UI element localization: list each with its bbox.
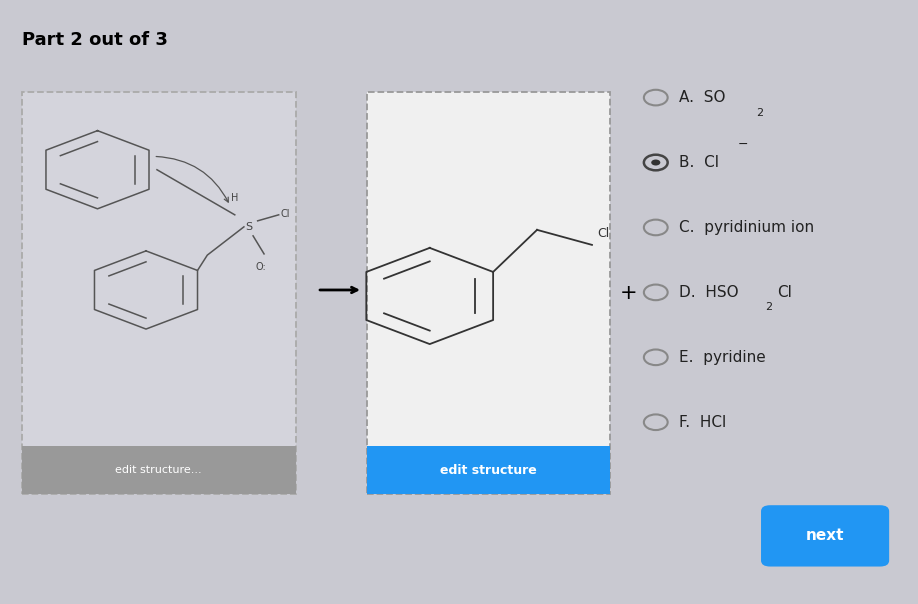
Circle shape [651,159,660,165]
Text: O:: O: [255,262,266,272]
Text: Cl: Cl [598,227,610,240]
Text: A.  SO: A. SO [678,90,725,105]
Text: 2: 2 [766,303,773,312]
FancyBboxPatch shape [367,92,610,495]
Text: F.  HCl: F. HCl [678,415,726,429]
Text: H: H [231,193,239,203]
FancyBboxPatch shape [367,446,610,495]
Text: B.  Cl: B. Cl [678,155,719,170]
Text: 2: 2 [756,108,764,118]
Text: S: S [245,222,252,232]
Text: E.  pyridine: E. pyridine [678,350,766,365]
Text: edit structure: edit structure [441,464,537,477]
FancyBboxPatch shape [21,446,297,495]
Text: Part 2 out of 3: Part 2 out of 3 [21,31,167,50]
Text: −: − [738,138,749,151]
Text: C.  pyridinium ion: C. pyridinium ion [678,220,813,235]
FancyBboxPatch shape [761,505,890,567]
Text: Cl: Cl [778,285,792,300]
Text: edit structure...: edit structure... [116,465,202,475]
Text: Cl: Cl [281,208,290,219]
FancyBboxPatch shape [21,92,297,495]
Text: D.  HSO: D. HSO [678,285,738,300]
Text: +: + [620,283,637,303]
FancyArrowPatch shape [156,156,229,202]
Text: next: next [806,528,845,544]
